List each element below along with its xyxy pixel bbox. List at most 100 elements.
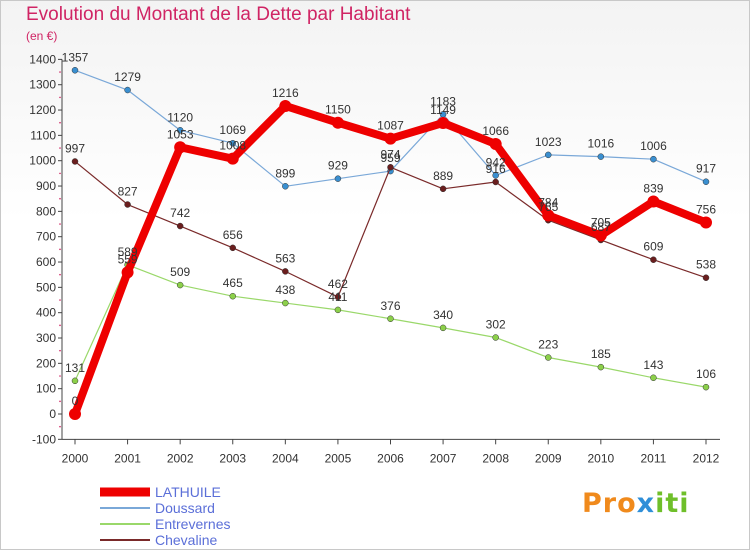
- point-doussard: [702, 178, 710, 185]
- data-label-chevaline: 916: [486, 162, 506, 176]
- x-tick-label: 2006: [377, 451, 404, 465]
- data-label-lathuile: 559: [118, 252, 138, 266]
- legend-swatch-doussard: [100, 507, 150, 509]
- point-chevaline: [282, 268, 289, 275]
- data-label-lathuile: 1066: [482, 124, 509, 138]
- x-tick-label: 2012: [693, 451, 720, 465]
- legend-swatch-entrevernes: [100, 523, 150, 525]
- logo-part-1: Pro: [582, 488, 637, 519]
- logo-part-2: x: [636, 488, 656, 519]
- series-lines: [69, 67, 712, 420]
- data-label-lathuile: 756: [696, 203, 716, 217]
- x-tick-label: 2000: [62, 451, 89, 465]
- x-tick-label: 2007: [430, 451, 457, 465]
- y-tick-label: 1000: [29, 154, 56, 168]
- point-lathuile: [174, 141, 187, 154]
- data-label-lathuile: 1008: [219, 139, 246, 153]
- data-label-chevaline: 462: [328, 277, 348, 291]
- point-lathuile: [437, 116, 450, 129]
- y-minor-tick: [59, 425, 61, 428]
- data-label-entrevernes: 302: [486, 318, 506, 332]
- proxiti-logo: Proxiti: [582, 488, 690, 519]
- point-entrevernes: [545, 354, 552, 361]
- data-label-doussard: 1023: [535, 135, 562, 149]
- point-lathuile: [279, 99, 292, 112]
- y-minor-tick: [59, 223, 61, 225]
- point-chevaline: [650, 256, 657, 263]
- data-label-entrevernes: 106: [696, 367, 716, 381]
- y-tick-label: 500: [36, 280, 56, 294]
- y-minor-tick: [59, 299, 61, 301]
- point-doussard: [282, 183, 289, 190]
- y-minor-tick: [59, 349, 61, 352]
- point-doussard: [124, 86, 131, 94]
- data-label-chevaline: 765: [538, 200, 558, 214]
- y-minor-tick: [59, 172, 61, 175]
- point-entrevernes: [71, 377, 79, 385]
- point-entrevernes: [492, 334, 499, 341]
- data-label-doussard: 1016: [587, 137, 614, 151]
- chart-unit: (en €): [26, 29, 58, 43]
- data-label-doussard: 1357: [62, 50, 89, 64]
- data-label-chevaline: 827: [118, 185, 138, 199]
- point-chevaline: [176, 222, 184, 230]
- point-lathuile: [542, 209, 555, 222]
- legend-item-chevaline: Chevaline: [100, 532, 230, 548]
- data-label-lathuile: 1216: [272, 86, 299, 100]
- point-lathuile: [647, 195, 660, 208]
- y-minor-tick: [59, 147, 61, 149]
- point-lathuile: [489, 137, 502, 150]
- point-lathuile: [384, 132, 397, 145]
- point-entrevernes: [282, 299, 289, 307]
- point-doussard: [71, 67, 79, 74]
- data-label-chevaline: 997: [65, 141, 85, 155]
- legend-item-lathuile: LATHUILE: [100, 484, 230, 500]
- y-minor-tick: [59, 375, 61, 377]
- point-lathuile: [700, 216, 712, 229]
- y-tick-label: 1400: [29, 52, 56, 66]
- point-chevaline: [229, 244, 236, 252]
- y-tick-label: 800: [36, 204, 56, 218]
- point-chevaline: [387, 164, 394, 171]
- point-doussard: [650, 155, 657, 163]
- y-minor-tick: [59, 400, 61, 403]
- data-label-lathuile: 839: [643, 181, 663, 195]
- data-label-doussard: 899: [275, 166, 295, 180]
- x-tick-label: 2008: [482, 451, 509, 465]
- y-minor-tick: [59, 121, 61, 124]
- point-entrevernes: [334, 306, 342, 314]
- x-tick-label: 2003: [219, 451, 246, 465]
- point-doussard: [545, 151, 552, 159]
- data-label-chevaline: 742: [170, 206, 190, 220]
- point-entrevernes: [439, 324, 447, 332]
- data-label-entrevernes: 411: [328, 290, 347, 304]
- x-tick-label: 2004: [272, 451, 299, 465]
- data-label-entrevernes: 340: [433, 308, 453, 322]
- legend: LATHUILE Doussard Entrevernes Chevaline: [100, 484, 230, 548]
- y-tick-label: 0: [49, 407, 56, 421]
- data-label-entrevernes: 185: [591, 347, 611, 361]
- x-tick-label: 2009: [535, 451, 562, 465]
- data-label-doussard: 1069: [219, 123, 246, 137]
- legend-label-entrevernes: Entrevernes: [155, 516, 231, 532]
- data-label-chevaline: 538: [696, 258, 716, 272]
- y-minor-tick: [59, 197, 61, 200]
- data-label-entrevernes: 438: [275, 283, 295, 297]
- data-label-entrevernes: 376: [380, 299, 400, 313]
- data-label-lathuile: 1087: [377, 119, 404, 133]
- data-label-lathuile: 784: [538, 195, 558, 209]
- point-chevaline: [71, 158, 79, 165]
- point-entrevernes: [229, 292, 236, 300]
- y-tick-label: 600: [36, 255, 56, 269]
- axes: -100 0 100 200 300 400 500 600 700 800 900 1000 1100…: [29, 52, 720, 465]
- data-label-chevaline: 687: [591, 220, 611, 234]
- data-label-doussard: 1006: [640, 139, 667, 153]
- data-label-doussard: 942: [486, 155, 506, 169]
- y-tick-label: 300: [36, 331, 56, 345]
- point-entrevernes: [387, 315, 394, 323]
- legend-label-chevaline: Chevaline: [155, 532, 218, 548]
- y-minor-tick: [59, 273, 61, 276]
- logo-part-3: iti: [655, 488, 690, 519]
- data-label-lathuile: 1150: [325, 103, 351, 117]
- data-label-entrevernes: 465: [223, 276, 243, 290]
